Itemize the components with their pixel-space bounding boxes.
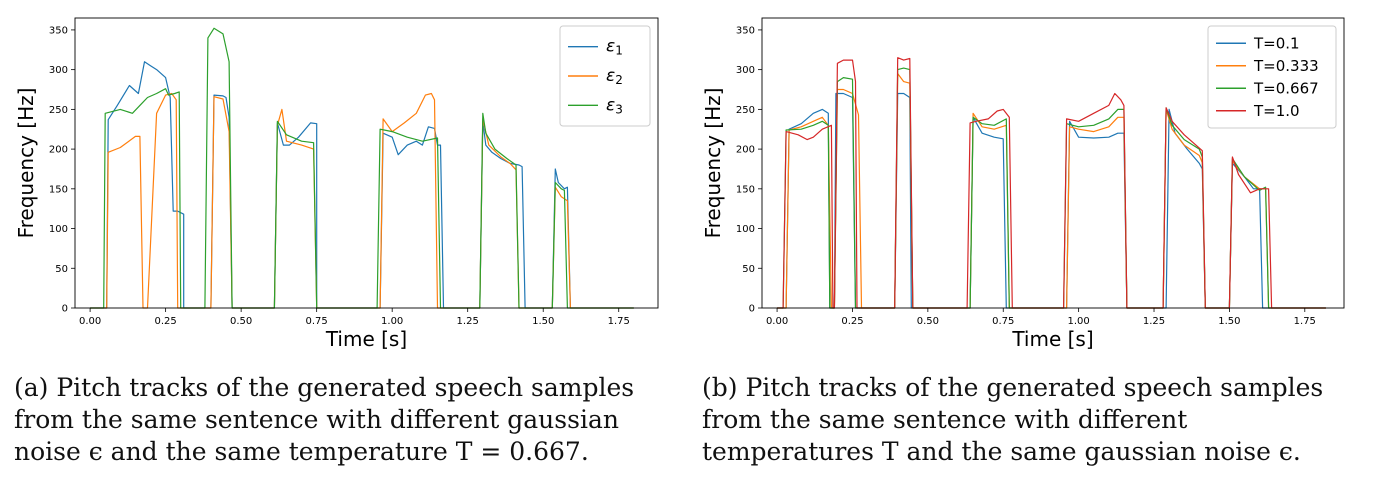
y-tick-label: 300 [49, 65, 68, 76]
legend-label: ε3 [606, 95, 623, 116]
series-line-1 [90, 61, 634, 309]
x-tick-label: 1.25 [457, 316, 479, 327]
legend-label: T=0.333 [1253, 57, 1319, 75]
legend-label: ε2 [606, 66, 623, 87]
y-tick-label: 200 [736, 145, 755, 156]
y-tick-label: 100 [736, 224, 755, 235]
x-tick-label: 1.00 [381, 316, 403, 327]
y-tick-label: 0 [749, 304, 755, 315]
legend-label: ε1 [606, 37, 623, 58]
caption-b: (b) Pitch tracks of the generated speech… [702, 373, 1324, 466]
y-tick-label: 250 [736, 105, 755, 116]
x-tick-label: 0.50 [917, 316, 939, 327]
x-tick-label: 1.75 [1294, 316, 1316, 327]
y-tick-label: 250 [49, 105, 68, 116]
legend-label: T=1.0 [1253, 102, 1300, 120]
x-tick-label: 0.00 [766, 316, 788, 327]
y-tick-label: 150 [736, 184, 755, 195]
chart-b: 0.00 0.25 0.50 0.75 1.00 1.25 1.50 1.75 0 50 100 15… [701, 17, 1345, 351]
y-axis-label: Frequency [Hz] [14, 88, 38, 239]
series-line-3 [90, 27, 634, 309]
x-tick-label: 1.50 [532, 316, 554, 327]
caption-a: (a) Pitch tracks of the generated speech… [14, 373, 635, 466]
x-tick-label: 1.25 [1143, 316, 1165, 327]
legend-label: T=0.667 [1253, 79, 1319, 97]
y-tick-label: 100 [49, 224, 68, 235]
x-tick-label: 1.75 [608, 316, 630, 327]
x-tick-label: 0.75 [992, 316, 1014, 327]
x-tick-label: 1.00 [1067, 316, 1089, 327]
y-axis-label: Frequency [Hz] [701, 88, 725, 239]
plot-frame [74, 17, 659, 309]
x-tick-label: 1.50 [1218, 316, 1240, 327]
y-tick-label: 200 [49, 145, 68, 156]
x-tick-label: 0.25 [841, 316, 863, 327]
y-tick-label: 50 [742, 264, 755, 275]
x-axis-label: Time [s] [1011, 327, 1093, 351]
panel-b: 0.00 0.25 0.50 0.75 1.00 1.25 1.50 1.75 0 50 100 15… [687, 0, 1374, 481]
legend-box [559, 25, 651, 127]
x-tick-label: 0.00 [79, 316, 101, 327]
y-tick-label: 150 [49, 184, 68, 195]
y-tick-label: 300 [736, 65, 755, 76]
y-tick-label: 350 [49, 25, 68, 36]
chart-a: 0.00 0.25 0.50 0.75 1.00 1.25 1.50 1.75 0 50 100 15… [14, 17, 659, 351]
x-tick-label: 0.25 [154, 316, 176, 327]
y-tick-label: 350 [736, 25, 755, 36]
x-axis-label: Time [s] [325, 327, 407, 351]
y-tick-label: 50 [55, 264, 68, 275]
legend-label: T=0.1 [1253, 34, 1300, 52]
x-tick-label: 0.75 [306, 316, 328, 327]
series-line-2 [90, 92, 634, 309]
plot-frame [761, 17, 1345, 309]
panel-a: 0.00 0.25 0.50 0.75 1.00 1.25 1.50 1.75 0 50 100 15… [14, 17, 659, 466]
y-tick-label: 0 [62, 304, 68, 315]
legend-box [1207, 25, 1337, 129]
x-tick-label: 0.50 [230, 316, 252, 327]
